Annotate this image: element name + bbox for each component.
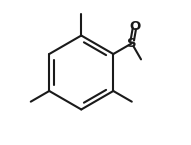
- Text: S: S: [127, 37, 137, 50]
- Text: O: O: [129, 20, 140, 33]
